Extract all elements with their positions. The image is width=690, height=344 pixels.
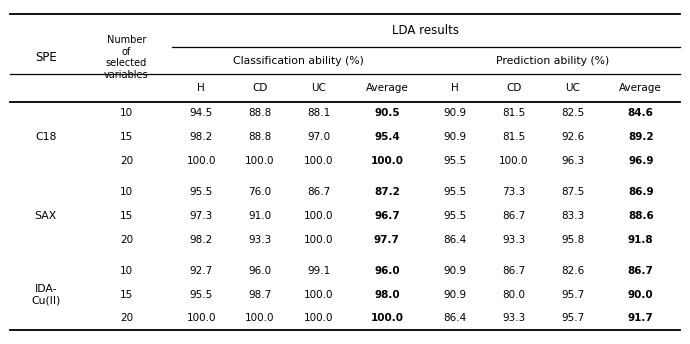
Text: Classification ability (%): Classification ability (%) xyxy=(233,55,364,66)
Text: UC: UC xyxy=(565,83,580,93)
Text: 97.7: 97.7 xyxy=(374,235,400,245)
Text: 96.3: 96.3 xyxy=(561,155,584,165)
Text: 100.0: 100.0 xyxy=(371,155,404,165)
Text: 92.6: 92.6 xyxy=(561,132,584,142)
Text: 89.2: 89.2 xyxy=(628,132,653,142)
Text: 94.5: 94.5 xyxy=(190,108,213,118)
Text: 93.3: 93.3 xyxy=(502,313,526,323)
Text: 95.5: 95.5 xyxy=(444,155,466,165)
Text: 97.0: 97.0 xyxy=(307,132,331,142)
Text: 98.0: 98.0 xyxy=(374,290,400,300)
Text: 15: 15 xyxy=(120,132,133,142)
Text: 95.4: 95.4 xyxy=(374,132,400,142)
Text: 20: 20 xyxy=(120,235,133,245)
Text: Prediction ability (%): Prediction ability (%) xyxy=(496,55,609,66)
Text: 20: 20 xyxy=(120,155,133,165)
Text: 86.4: 86.4 xyxy=(444,313,466,323)
Text: Average: Average xyxy=(620,83,662,93)
Text: 87.2: 87.2 xyxy=(374,187,400,197)
Text: 91.0: 91.0 xyxy=(248,211,271,221)
Text: 90.9: 90.9 xyxy=(444,266,466,276)
Text: IDA-
Cu(II): IDA- Cu(II) xyxy=(31,284,61,305)
Text: 98.2: 98.2 xyxy=(190,132,213,142)
Text: 100.0: 100.0 xyxy=(245,155,275,165)
Text: 81.5: 81.5 xyxy=(502,132,526,142)
Text: 88.8: 88.8 xyxy=(248,132,272,142)
Text: H: H xyxy=(197,83,205,93)
Text: 86.7: 86.7 xyxy=(628,266,653,276)
Text: 96.9: 96.9 xyxy=(628,155,653,165)
Text: 97.3: 97.3 xyxy=(190,211,213,221)
Text: 100.0: 100.0 xyxy=(186,313,216,323)
Text: 95.5: 95.5 xyxy=(190,290,213,300)
Text: 73.3: 73.3 xyxy=(502,187,526,197)
Text: 90.5: 90.5 xyxy=(374,108,400,118)
Text: 99.1: 99.1 xyxy=(307,266,331,276)
Text: 86.7: 86.7 xyxy=(307,187,331,197)
Text: 100.0: 100.0 xyxy=(304,155,333,165)
Text: 88.1: 88.1 xyxy=(307,108,331,118)
Text: 81.5: 81.5 xyxy=(502,108,526,118)
Text: 86.9: 86.9 xyxy=(628,187,653,197)
Text: 92.7: 92.7 xyxy=(190,266,213,276)
Text: 100.0: 100.0 xyxy=(371,313,404,323)
Text: 76.0: 76.0 xyxy=(248,187,271,197)
Text: 100.0: 100.0 xyxy=(499,155,529,165)
Text: 86.7: 86.7 xyxy=(502,211,526,221)
Text: 90.9: 90.9 xyxy=(444,108,466,118)
Text: 90.0: 90.0 xyxy=(628,290,653,300)
Text: 100.0: 100.0 xyxy=(245,313,275,323)
Text: 100.0: 100.0 xyxy=(304,235,333,245)
Text: 10: 10 xyxy=(120,108,133,118)
Text: 86.7: 86.7 xyxy=(502,266,526,276)
Text: 15: 15 xyxy=(120,211,133,221)
Text: SAX: SAX xyxy=(34,211,57,221)
Text: LDA results: LDA results xyxy=(392,24,460,37)
Text: H: H xyxy=(451,83,459,93)
Text: CD: CD xyxy=(253,83,268,93)
Text: 93.3: 93.3 xyxy=(502,235,526,245)
Text: 96.0: 96.0 xyxy=(248,266,271,276)
Text: 88.8: 88.8 xyxy=(248,108,272,118)
Text: 15: 15 xyxy=(120,290,133,300)
Text: 95.5: 95.5 xyxy=(444,211,466,221)
Text: 96.0: 96.0 xyxy=(374,266,400,276)
Text: 90.9: 90.9 xyxy=(444,290,466,300)
Text: 84.6: 84.6 xyxy=(628,108,653,118)
Text: 95.7: 95.7 xyxy=(561,290,584,300)
Text: 100.0: 100.0 xyxy=(304,211,333,221)
Text: 91.7: 91.7 xyxy=(628,313,653,323)
Text: 96.7: 96.7 xyxy=(374,211,400,221)
Text: 90.9: 90.9 xyxy=(444,132,466,142)
Text: 86.4: 86.4 xyxy=(444,235,466,245)
Text: 20: 20 xyxy=(120,313,133,323)
Text: Average: Average xyxy=(366,83,408,93)
Text: SPE: SPE xyxy=(35,51,57,64)
Text: CD: CD xyxy=(506,83,522,93)
Text: 10: 10 xyxy=(120,187,133,197)
Text: 95.5: 95.5 xyxy=(444,187,466,197)
Text: 82.6: 82.6 xyxy=(561,266,584,276)
Text: 100.0: 100.0 xyxy=(304,313,333,323)
Text: UC: UC xyxy=(311,83,326,93)
Text: C18: C18 xyxy=(35,132,57,142)
Text: 91.8: 91.8 xyxy=(628,235,653,245)
Text: 10: 10 xyxy=(120,266,133,276)
Text: 100.0: 100.0 xyxy=(304,290,333,300)
Text: 83.3: 83.3 xyxy=(561,211,584,221)
Text: 95.5: 95.5 xyxy=(190,187,213,197)
Text: 82.5: 82.5 xyxy=(561,108,584,118)
Text: 98.2: 98.2 xyxy=(190,235,213,245)
Text: 88.6: 88.6 xyxy=(628,211,653,221)
Text: 93.3: 93.3 xyxy=(248,235,272,245)
Text: 98.7: 98.7 xyxy=(248,290,272,300)
Text: 80.0: 80.0 xyxy=(502,290,525,300)
Text: 87.5: 87.5 xyxy=(561,187,584,197)
Text: 95.7: 95.7 xyxy=(561,313,584,323)
Text: 95.8: 95.8 xyxy=(561,235,584,245)
Text: 100.0: 100.0 xyxy=(186,155,216,165)
Text: Number
of
selected
variables: Number of selected variables xyxy=(104,35,149,80)
